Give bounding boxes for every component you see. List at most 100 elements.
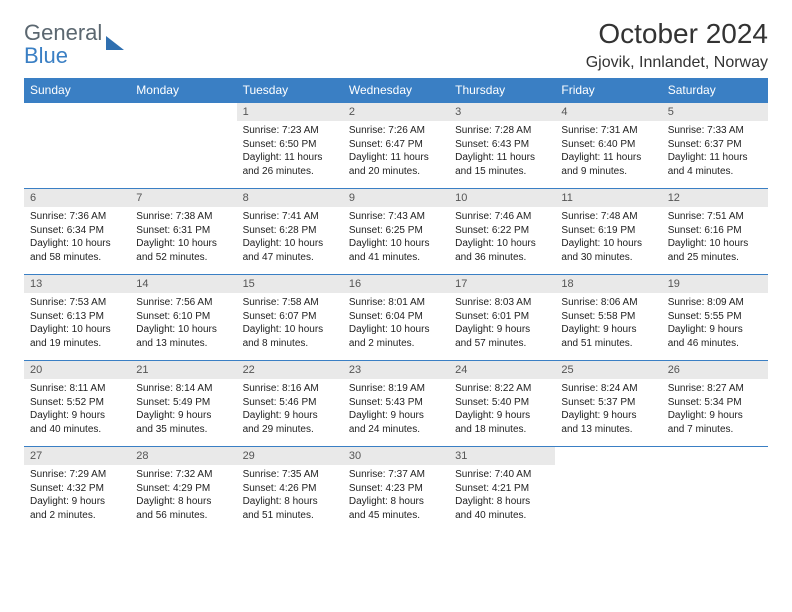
brand-text-block: General Blue xyxy=(24,22,102,68)
day-number-empty xyxy=(24,103,130,121)
sunset-text: Sunset: 6:31 PM xyxy=(136,224,230,238)
day-details: Sunrise: 7:35 AMSunset: 4:26 PMDaylight:… xyxy=(237,465,343,522)
day-number: 10 xyxy=(449,189,555,207)
calendar-day-cell: 7Sunrise: 7:38 AMSunset: 6:31 PMDaylight… xyxy=(130,189,236,275)
day-number: 13 xyxy=(24,275,130,293)
sunrise-text: Sunrise: 7:29 AM xyxy=(30,468,124,482)
calendar-day-cell: 14Sunrise: 7:56 AMSunset: 6:10 PMDayligh… xyxy=(130,275,236,361)
day-number: 5 xyxy=(662,103,768,121)
day-details: Sunrise: 8:27 AMSunset: 5:34 PMDaylight:… xyxy=(662,379,768,436)
daylight-text: Daylight: 9 hours and 18 minutes. xyxy=(455,409,549,436)
sunset-text: Sunset: 6:25 PM xyxy=(349,224,443,238)
day-number: 16 xyxy=(343,275,449,293)
calendar-header-row: SundayMondayTuesdayWednesdayThursdayFrid… xyxy=(24,78,768,103)
brand-word-1: General xyxy=(24,20,102,45)
day-number: 7 xyxy=(130,189,236,207)
day-number: 20 xyxy=(24,361,130,379)
sunrise-text: Sunrise: 8:11 AM xyxy=(30,382,124,396)
calendar-body: 1Sunrise: 7:23 AMSunset: 6:50 PMDaylight… xyxy=(24,103,768,533)
sunrise-text: Sunrise: 7:51 AM xyxy=(668,210,762,224)
sunrise-text: Sunrise: 8:24 AM xyxy=(561,382,655,396)
daylight-text: Daylight: 9 hours and 46 minutes. xyxy=(668,323,762,350)
sunrise-text: Sunrise: 7:26 AM xyxy=(349,124,443,138)
calendar-day-cell: 4Sunrise: 7:31 AMSunset: 6:40 PMDaylight… xyxy=(555,103,661,189)
calendar-week-row: 6Sunrise: 7:36 AMSunset: 6:34 PMDaylight… xyxy=(24,189,768,275)
day-details: Sunrise: 7:56 AMSunset: 6:10 PMDaylight:… xyxy=(130,293,236,350)
calendar-day-cell: 24Sunrise: 8:22 AMSunset: 5:40 PMDayligh… xyxy=(449,361,555,447)
day-details: Sunrise: 7:31 AMSunset: 6:40 PMDaylight:… xyxy=(555,121,661,178)
calendar-week-row: 20Sunrise: 8:11 AMSunset: 5:52 PMDayligh… xyxy=(24,361,768,447)
sunset-text: Sunset: 6:43 PM xyxy=(455,138,549,152)
day-details: Sunrise: 8:11 AMSunset: 5:52 PMDaylight:… xyxy=(24,379,130,436)
day-number: 1 xyxy=(237,103,343,121)
day-number: 27 xyxy=(24,447,130,465)
daylight-text: Daylight: 10 hours and 13 minutes. xyxy=(136,323,230,350)
calendar-day-cell: 25Sunrise: 8:24 AMSunset: 5:37 PMDayligh… xyxy=(555,361,661,447)
location-subtitle: Gjovik, Innlandet, Norway xyxy=(586,54,768,72)
sunrise-text: Sunrise: 7:58 AM xyxy=(243,296,337,310)
sunrise-text: Sunrise: 7:48 AM xyxy=(561,210,655,224)
day-number-empty xyxy=(662,447,768,465)
sunrise-text: Sunrise: 8:06 AM xyxy=(561,296,655,310)
sunrise-text: Sunrise: 8:19 AM xyxy=(349,382,443,396)
sunset-text: Sunset: 6:22 PM xyxy=(455,224,549,238)
sunrise-text: Sunrise: 8:16 AM xyxy=(243,382,337,396)
day-details: Sunrise: 7:33 AMSunset: 6:37 PMDaylight:… xyxy=(662,121,768,178)
calendar-day-cell: 10Sunrise: 7:46 AMSunset: 6:22 PMDayligh… xyxy=(449,189,555,275)
sunset-text: Sunset: 5:55 PM xyxy=(668,310,762,324)
weekday-header: Monday xyxy=(130,78,236,103)
sunset-text: Sunset: 6:04 PM xyxy=(349,310,443,324)
calendar-table: SundayMondayTuesdayWednesdayThursdayFrid… xyxy=(24,78,768,533)
weekday-header: Tuesday xyxy=(237,78,343,103)
sunrise-text: Sunrise: 7:32 AM xyxy=(136,468,230,482)
calendar-day-cell: 2Sunrise: 7:26 AMSunset: 6:47 PMDaylight… xyxy=(343,103,449,189)
sunset-text: Sunset: 6:10 PM xyxy=(136,310,230,324)
sunrise-text: Sunrise: 8:01 AM xyxy=(349,296,443,310)
calendar-day-cell: 3Sunrise: 7:28 AMSunset: 6:43 PMDaylight… xyxy=(449,103,555,189)
day-details: Sunrise: 7:46 AMSunset: 6:22 PMDaylight:… xyxy=(449,207,555,264)
day-number: 4 xyxy=(555,103,661,121)
sunrise-text: Sunrise: 7:35 AM xyxy=(243,468,337,482)
calendar-day-cell: 1Sunrise: 7:23 AMSunset: 6:50 PMDaylight… xyxy=(237,103,343,189)
daylight-text: Daylight: 8 hours and 51 minutes. xyxy=(243,495,337,522)
sunset-text: Sunset: 5:40 PM xyxy=(455,396,549,410)
daylight-text: Daylight: 11 hours and 4 minutes. xyxy=(668,151,762,178)
day-details: Sunrise: 7:48 AMSunset: 6:19 PMDaylight:… xyxy=(555,207,661,264)
sunrise-text: Sunrise: 7:41 AM xyxy=(243,210,337,224)
daylight-text: Daylight: 8 hours and 45 minutes. xyxy=(349,495,443,522)
weekday-header: Saturday xyxy=(662,78,768,103)
sunset-text: Sunset: 4:32 PM xyxy=(30,482,124,496)
day-number: 21 xyxy=(130,361,236,379)
calendar-day-cell xyxy=(555,447,661,533)
page-header: General Blue October 2024 Gjovik, Innlan… xyxy=(24,18,768,72)
calendar-day-cell xyxy=(130,103,236,189)
calendar-day-cell: 23Sunrise: 8:19 AMSunset: 5:43 PMDayligh… xyxy=(343,361,449,447)
day-details: Sunrise: 7:36 AMSunset: 6:34 PMDaylight:… xyxy=(24,207,130,264)
daylight-text: Daylight: 8 hours and 40 minutes. xyxy=(455,495,549,522)
calendar-day-cell: 18Sunrise: 8:06 AMSunset: 5:58 PMDayligh… xyxy=(555,275,661,361)
day-details: Sunrise: 8:16 AMSunset: 5:46 PMDaylight:… xyxy=(237,379,343,436)
daylight-text: Daylight: 9 hours and 29 minutes. xyxy=(243,409,337,436)
day-number: 29 xyxy=(237,447,343,465)
calendar-day-cell: 17Sunrise: 8:03 AMSunset: 6:01 PMDayligh… xyxy=(449,275,555,361)
day-number: 9 xyxy=(343,189,449,207)
calendar-day-cell: 31Sunrise: 7:40 AMSunset: 4:21 PMDayligh… xyxy=(449,447,555,533)
daylight-text: Daylight: 11 hours and 26 minutes. xyxy=(243,151,337,178)
calendar-day-cell: 26Sunrise: 8:27 AMSunset: 5:34 PMDayligh… xyxy=(662,361,768,447)
calendar-day-cell: 16Sunrise: 8:01 AMSunset: 6:04 PMDayligh… xyxy=(343,275,449,361)
day-details: Sunrise: 7:28 AMSunset: 6:43 PMDaylight:… xyxy=(449,121,555,178)
calendar-day-cell: 12Sunrise: 7:51 AMSunset: 6:16 PMDayligh… xyxy=(662,189,768,275)
sunset-text: Sunset: 5:46 PM xyxy=(243,396,337,410)
sunset-text: Sunset: 5:58 PM xyxy=(561,310,655,324)
title-block: October 2024 Gjovik, Innlandet, Norway xyxy=(586,18,768,72)
day-number: 22 xyxy=(237,361,343,379)
weekday-header: Sunday xyxy=(24,78,130,103)
sunrise-text: Sunrise: 7:23 AM xyxy=(243,124,337,138)
sunrise-text: Sunrise: 7:46 AM xyxy=(455,210,549,224)
daylight-text: Daylight: 11 hours and 20 minutes. xyxy=(349,151,443,178)
brand-triangle-icon xyxy=(106,36,124,50)
day-details: Sunrise: 8:06 AMSunset: 5:58 PMDaylight:… xyxy=(555,293,661,350)
calendar-day-cell: 27Sunrise: 7:29 AMSunset: 4:32 PMDayligh… xyxy=(24,447,130,533)
day-number: 19 xyxy=(662,275,768,293)
daylight-text: Daylight: 10 hours and 47 minutes. xyxy=(243,237,337,264)
